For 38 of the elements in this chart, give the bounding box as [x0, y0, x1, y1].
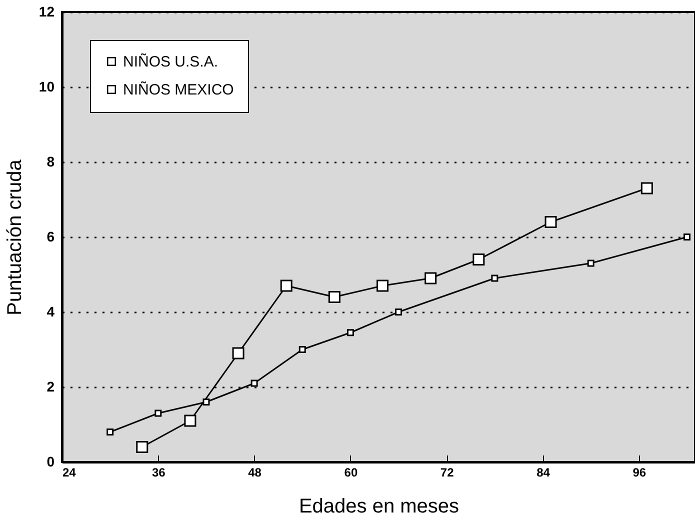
point [346, 329, 354, 336]
y-tick-label: 8 [46, 154, 55, 170]
point [376, 280, 388, 292]
point [202, 398, 210, 406]
x-tick-label: 36 [152, 466, 166, 480]
point [232, 347, 244, 360]
x-axis-title: Edades en meses [298, 496, 460, 518]
point [395, 308, 402, 316]
point [587, 260, 594, 267]
y-axis-title: Puntuación cruda [4, 158, 26, 316]
point [328, 291, 340, 303]
x-tick-label: 60 [344, 466, 358, 480]
point [184, 414, 196, 427]
y-tick-label: 4 [46, 304, 55, 320]
legend-label: NIÑOS U.S.A. [123, 52, 218, 70]
point [684, 234, 690, 240]
y-tick-label: 2 [46, 378, 55, 394]
point [136, 441, 148, 453]
x-tick-label: 84 [536, 466, 550, 480]
y-tick-label: 0 [46, 454, 55, 470]
point [544, 216, 557, 228]
x-tick-label: 24 [62, 466, 76, 480]
x-tick-label: 96 [632, 466, 646, 480]
x-tick-label: 72 [440, 466, 454, 480]
point [424, 272, 437, 284]
point [106, 428, 114, 436]
y-tick-label: 10 [38, 78, 55, 94]
point [250, 380, 258, 387]
point [491, 274, 498, 282]
y-tick-label: 6 [46, 228, 55, 244]
point [472, 254, 485, 266]
point [280, 280, 292, 292]
legend-label: NIÑOS MEXICO [123, 80, 234, 98]
y-tick-label: 12 [38, 4, 55, 20]
point [154, 410, 162, 417]
x-tick-label: 48 [248, 466, 262, 480]
point [640, 182, 653, 194]
point [298, 346, 306, 353]
